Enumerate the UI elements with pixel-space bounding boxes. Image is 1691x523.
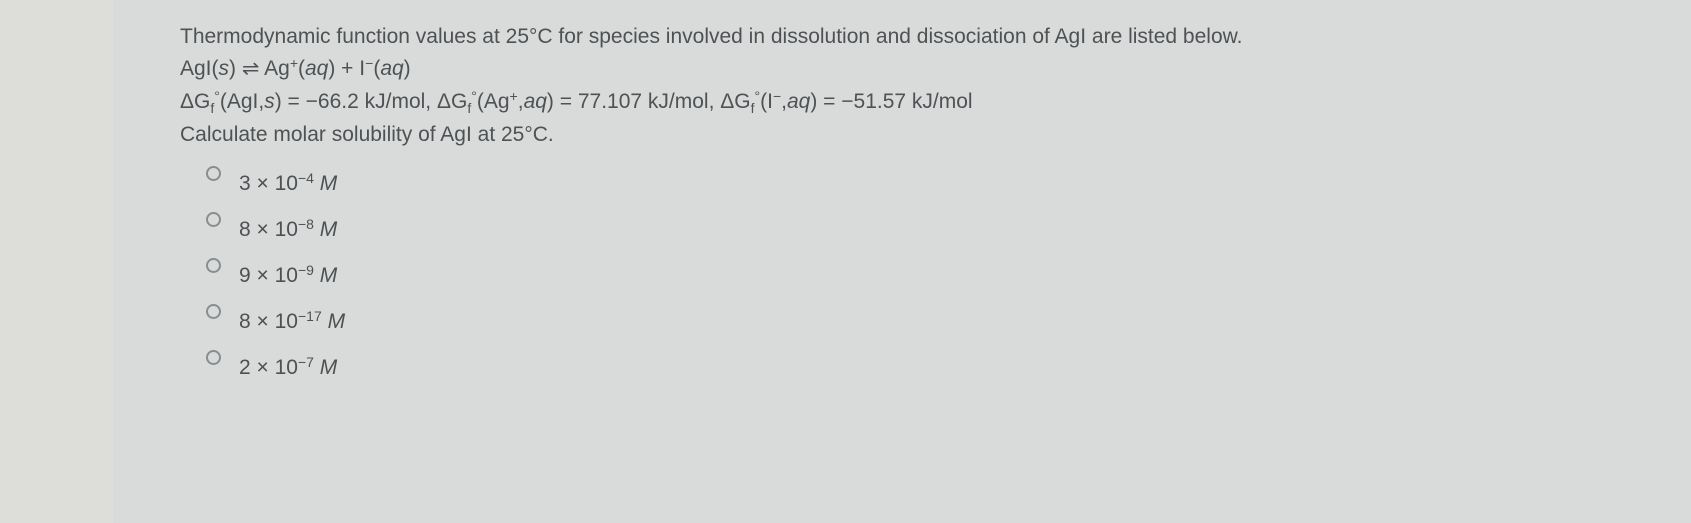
radio-icon[interactable] (206, 350, 221, 365)
option-3-label: 9 × 10−9 M (239, 264, 337, 288)
option-1[interactable]: 3 × 10−4 M (206, 164, 1580, 188)
radio-icon[interactable] (206, 258, 221, 273)
option-4[interactable]: 8 × 10−17 M (206, 302, 1580, 326)
radio-icon[interactable] (206, 304, 221, 319)
question-line-3: ΔGf°(AgI,s) = −66.2 kJ/mol, ΔGf°(Ag+,aq)… (180, 87, 1580, 118)
option-3[interactable]: 9 × 10−9 M (206, 256, 1580, 280)
option-5[interactable]: 2 × 10−7 M (206, 348, 1580, 372)
options-group: 3 × 10−4 M 8 × 10−8 M 9 × 10−9 M 8 × 10−… (206, 164, 1580, 372)
option-5-label: 2 × 10−7 M (239, 356, 337, 380)
question-line-4: Calculate molar solubility of AgI at 25°… (180, 120, 1580, 150)
option-2[interactable]: 8 × 10−8 M (206, 210, 1580, 234)
option-2-label: 8 × 10−8 M (239, 218, 337, 242)
radio-icon[interactable] (206, 212, 221, 227)
option-4-label: 8 × 10−17 M (239, 310, 345, 334)
radio-icon[interactable] (206, 166, 221, 181)
question-block: Thermodynamic function values at 25°C fo… (180, 22, 1580, 394)
option-1-label: 3 × 10−4 M (239, 172, 337, 196)
page: Thermodynamic function values at 25°C fo… (0, 0, 1691, 523)
question-line-1: Thermodynamic function values at 25°C fo… (180, 22, 1580, 52)
left-margin (0, 0, 113, 523)
question-line-2: AgI(s) ⇌ Ag+(aq) + I−(aq) (180, 54, 1580, 85)
